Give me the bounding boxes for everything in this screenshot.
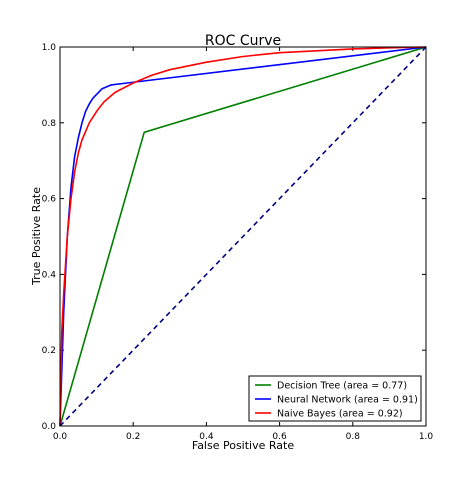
legend-label: Neural Network (area = 0.91) (277, 395, 418, 406)
chance-diagonal-line (59, 46, 427, 427)
legend: Decision Tree (area = 0.77) Neural Networ… (248, 375, 422, 422)
x-tick-label: 0.4 (199, 432, 214, 442)
y-tick-label: 0.8 (42, 119, 57, 129)
legend-label: Naive Bayes (area = 0.92) (277, 409, 403, 420)
x-tick-label: 0.8 (346, 432, 361, 442)
y-tick-label: 1.0 (42, 43, 57, 53)
y-tick-label: 0.6 (42, 195, 57, 205)
series-lines (59, 46, 427, 427)
plot-frame (59, 46, 427, 427)
x-ticks: 0.0 0.2 0.4 0.6 0.8 1.0 (53, 47, 434, 442)
y-tick-label: 0.2 (42, 346, 56, 356)
y-tick-label: 0.4 (42, 270, 57, 280)
chart-title: ROC Curve (205, 33, 281, 49)
legend-box (248, 375, 422, 422)
legend-label: Decision Tree (area = 0.77) (277, 381, 407, 392)
x-tick-label: 0.6 (272, 432, 287, 442)
y-tick-label: 0.0 (42, 422, 57, 432)
x-tick-label: 0.2 (126, 432, 140, 442)
x-axis-label: False Positive Rate (192, 439, 294, 452)
series-line-3 (59, 46, 427, 427)
y-axis-label: True Positive Rate (30, 187, 43, 286)
x-tick-label: 1.0 (419, 432, 434, 442)
series-line-1 (59, 46, 427, 427)
x-tick-label: 0.0 (53, 432, 68, 442)
